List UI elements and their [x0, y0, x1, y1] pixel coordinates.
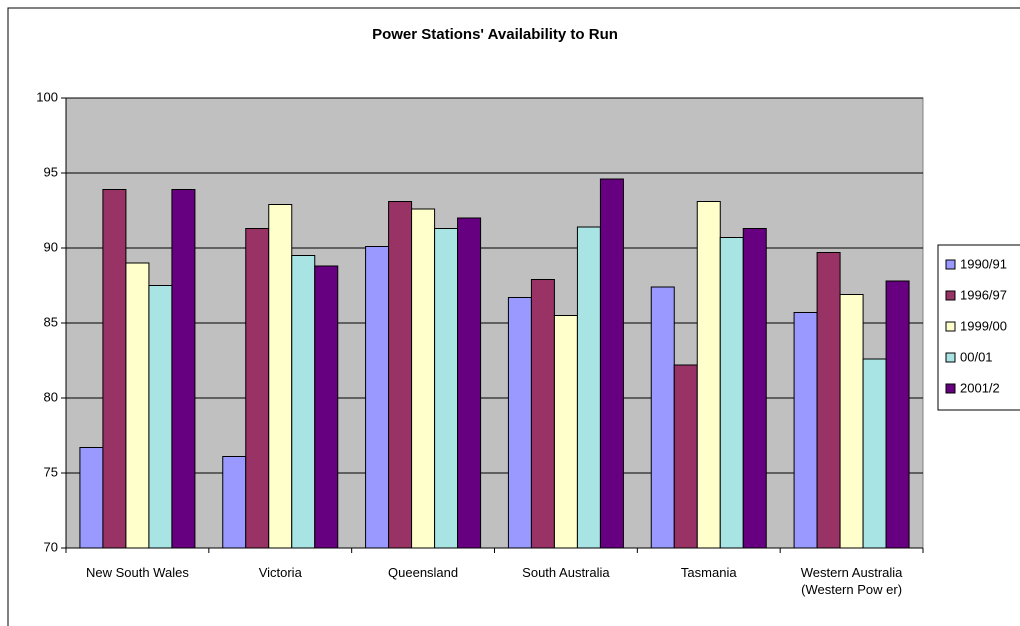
bar	[839, 294, 864, 549]
bar	[388, 201, 413, 549]
bar	[719, 237, 744, 549]
y-tick-label: 100	[36, 89, 58, 104]
bar	[742, 228, 767, 549]
legend-swatch	[945, 383, 956, 394]
bar	[102, 189, 127, 549]
x-tick-label: Queensland	[388, 565, 459, 580]
bar	[599, 178, 624, 549]
x-tick-label: Western Australia (Western Pow er)	[800, 565, 903, 597]
bar	[862, 358, 887, 549]
y-tick-label: 85	[44, 314, 58, 329]
bar	[79, 447, 104, 549]
legend-label: 1999/00	[960, 318, 1007, 333]
bar	[434, 228, 459, 549]
x-tick-label: Tasmania	[680, 565, 737, 580]
y-tick-label: 90	[44, 239, 58, 254]
y-tick-label: 80	[44, 389, 58, 404]
x-tick-label: New South Wales	[85, 565, 189, 580]
bar	[816, 252, 841, 549]
bar	[553, 315, 578, 549]
bar	[148, 285, 173, 549]
bar	[365, 246, 390, 549]
bar	[171, 189, 196, 549]
bar	[673, 364, 698, 549]
legend-swatch	[945, 352, 956, 363]
y-tick-label: 95	[44, 164, 58, 179]
bar	[314, 265, 339, 549]
legend-label: 1996/97	[960, 287, 1007, 302]
bar	[291, 255, 316, 549]
bar	[411, 208, 436, 549]
bar	[696, 201, 721, 549]
bar	[222, 456, 247, 549]
y-tick-label: 75	[44, 464, 58, 479]
legend-label: 2001/2	[960, 380, 1000, 395]
chart-title: Power Stations' Availability to Run	[372, 26, 618, 43]
legend-label: 00/01	[960, 349, 993, 364]
legend-swatch	[945, 290, 956, 301]
bar	[457, 217, 482, 549]
legend-swatch	[945, 321, 956, 332]
legend-label: 1990/91	[960, 256, 1007, 271]
x-tick-label: South Australia	[522, 565, 610, 580]
bar	[507, 297, 532, 549]
bar	[125, 262, 150, 549]
x-tick-label: Victoria	[258, 565, 302, 580]
bar	[245, 228, 270, 549]
bar	[576, 226, 601, 549]
bar	[885, 280, 910, 549]
y-tick-label: 70	[44, 539, 58, 554]
bar	[268, 204, 293, 549]
bar	[530, 279, 555, 549]
bar	[650, 286, 675, 549]
legend-swatch	[945, 259, 956, 270]
bar	[793, 312, 818, 549]
